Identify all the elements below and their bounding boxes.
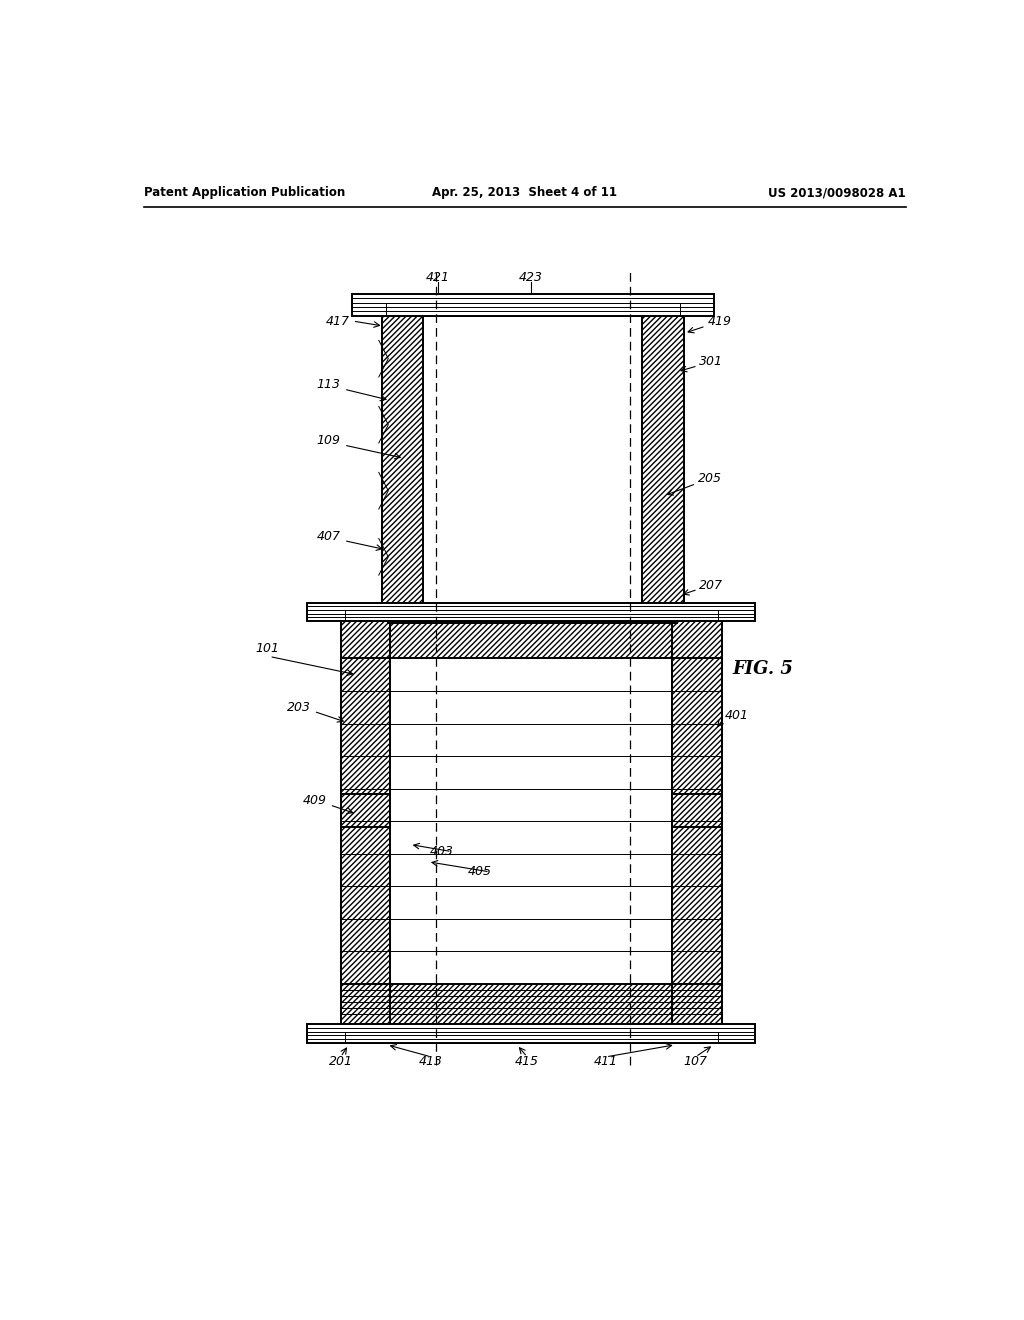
Text: 301: 301 xyxy=(699,355,723,368)
Bar xyxy=(386,302,680,315)
Text: 113: 113 xyxy=(316,378,341,391)
Bar xyxy=(341,983,722,1024)
Text: 203: 203 xyxy=(287,701,310,714)
Bar xyxy=(642,315,684,611)
Text: 421: 421 xyxy=(426,271,450,284)
Text: 107: 107 xyxy=(683,1055,708,1068)
Text: 409: 409 xyxy=(302,795,327,808)
Text: 401: 401 xyxy=(725,709,749,722)
Bar xyxy=(382,315,423,611)
Bar xyxy=(341,620,722,659)
Bar xyxy=(388,609,677,623)
Text: Apr. 25, 2013  Sheet 4 of 11: Apr. 25, 2013 Sheet 4 of 11 xyxy=(432,186,617,199)
Text: 417: 417 xyxy=(327,314,350,327)
Text: 423: 423 xyxy=(519,271,543,284)
Bar xyxy=(341,620,722,659)
Bar xyxy=(341,620,722,1024)
Text: 419: 419 xyxy=(708,314,731,327)
Text: 405: 405 xyxy=(468,866,492,878)
Text: 403: 403 xyxy=(429,845,454,858)
Bar xyxy=(307,1024,755,1043)
Bar xyxy=(341,983,722,1024)
Bar xyxy=(341,620,722,1024)
Bar xyxy=(390,659,673,983)
Bar xyxy=(341,793,722,828)
Bar xyxy=(673,620,722,1024)
Bar xyxy=(341,983,722,1024)
Text: Patent Application Publication: Patent Application Publication xyxy=(143,186,345,199)
Bar xyxy=(341,620,390,1024)
Text: FIG. 5: FIG. 5 xyxy=(733,660,794,677)
Bar xyxy=(423,315,642,611)
Bar xyxy=(345,610,718,620)
Text: 415: 415 xyxy=(515,1055,540,1068)
Text: 109: 109 xyxy=(316,434,341,447)
Text: US 2013/0098028 A1: US 2013/0098028 A1 xyxy=(768,186,905,199)
Bar xyxy=(382,315,423,611)
Bar xyxy=(382,315,684,611)
Text: 407: 407 xyxy=(316,531,341,543)
Bar xyxy=(341,793,722,828)
Bar xyxy=(345,1032,718,1043)
Text: 205: 205 xyxy=(697,473,722,484)
Text: 201: 201 xyxy=(329,1055,352,1068)
Bar xyxy=(341,620,722,659)
Bar xyxy=(673,620,722,1024)
Text: 207: 207 xyxy=(699,578,723,591)
Text: 101: 101 xyxy=(255,642,279,655)
Bar xyxy=(352,293,714,315)
Bar xyxy=(341,793,722,828)
Bar xyxy=(673,620,722,1024)
Bar xyxy=(307,602,755,620)
Text: 411: 411 xyxy=(594,1055,617,1068)
Text: 413: 413 xyxy=(419,1055,443,1068)
Bar xyxy=(642,315,684,611)
Bar xyxy=(341,620,390,1024)
Bar xyxy=(382,315,423,611)
Bar xyxy=(341,620,390,1024)
Bar xyxy=(642,315,684,611)
Bar xyxy=(390,659,673,983)
Bar xyxy=(423,315,642,611)
